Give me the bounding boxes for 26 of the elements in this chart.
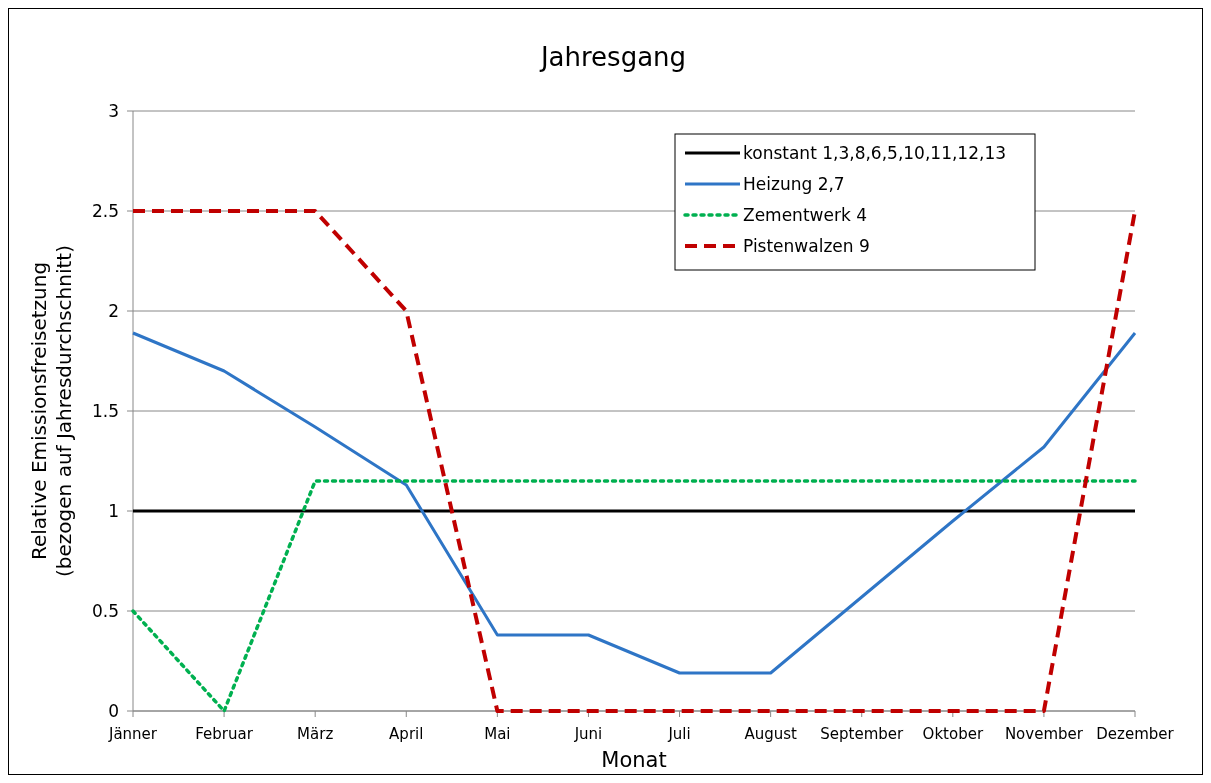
chart-title: Jahresgang bbox=[538, 42, 687, 72]
y-tick-label: 2.5 bbox=[91, 200, 119, 221]
y-tick-label: 0 bbox=[108, 700, 119, 721]
x-tick-label: Juli bbox=[667, 725, 691, 743]
y-tick-label: 2 bbox=[108, 300, 119, 321]
x-tick-label: Dezember bbox=[1096, 725, 1175, 743]
legend-label: Zementwerk 4 bbox=[743, 204, 867, 225]
x-tick-label: September bbox=[820, 725, 905, 743]
x-tick-label: Jänner bbox=[107, 725, 158, 743]
y-tick-label: 1 bbox=[108, 500, 119, 521]
x-tick-label: November bbox=[1004, 725, 1084, 743]
y-tick-label: 0.5 bbox=[91, 600, 119, 621]
legend-label: Pistenwalzen 9 bbox=[743, 235, 870, 256]
x-tick-label: Februar bbox=[195, 725, 254, 743]
x-tick-label: August bbox=[744, 725, 797, 743]
legend-label: konstant 1,3,8,6,5,10,11,12,13 bbox=[743, 142, 1007, 163]
y-tick-label: 1.5 bbox=[91, 400, 119, 421]
x-tick-label: April bbox=[389, 725, 424, 743]
x-axis-title: Monat bbox=[601, 748, 667, 772]
x-tick-label: Juni bbox=[573, 725, 603, 743]
y-axis-title: Relative Emissionsfreisetzung (bezogen auf Jahresdurchschnitt) bbox=[27, 245, 76, 577]
y-tick-label: 3 bbox=[108, 100, 119, 121]
x-tick-label: Oktober bbox=[922, 725, 984, 743]
x-tick-label: März bbox=[297, 725, 334, 743]
legend-label: Heizung 2,7 bbox=[743, 173, 845, 194]
x-tick-label: Mai bbox=[484, 725, 511, 743]
